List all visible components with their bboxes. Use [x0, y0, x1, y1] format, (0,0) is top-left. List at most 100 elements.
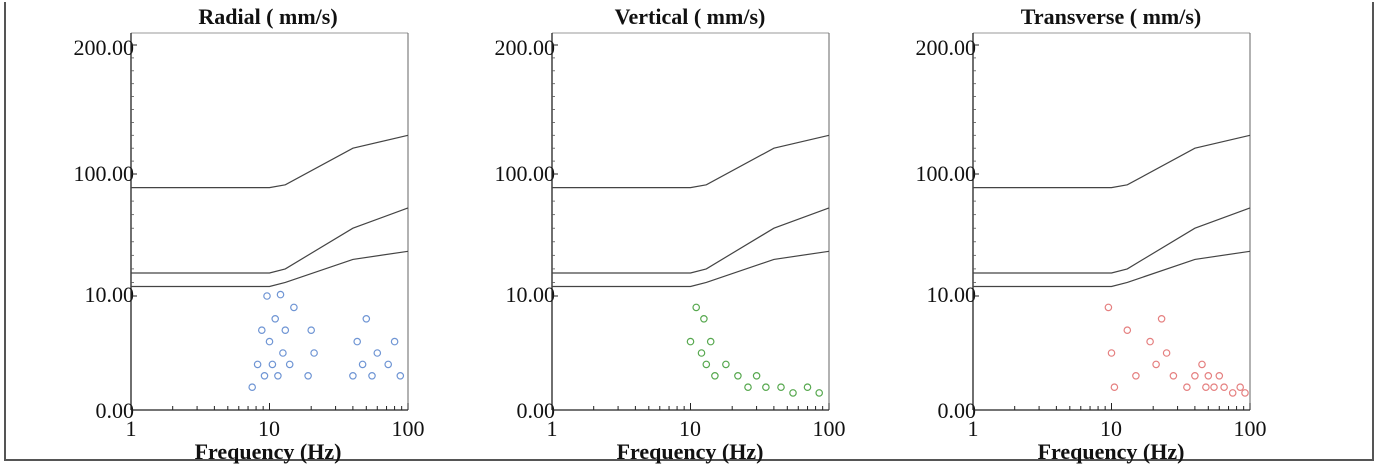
- x-axis-label: Frequency (Hz): [1038, 439, 1185, 464]
- data-point: [285, 360, 294, 369]
- data-point: [752, 371, 761, 380]
- data-point: [1202, 383, 1210, 392]
- y-tick-label: 200.00: [495, 35, 556, 60]
- data-point: [1104, 303, 1113, 312]
- data-point: [1146, 337, 1154, 346]
- limit-curve: [131, 207, 409, 274]
- data-point: [310, 349, 318, 357]
- data-point: [248, 383, 257, 392]
- x-tick-label: 100: [1234, 416, 1267, 441]
- data-point: [304, 371, 312, 380]
- data-point: [702, 360, 711, 369]
- data-point: [789, 389, 797, 397]
- data-point: [1191, 371, 1199, 380]
- limit-curve: [552, 250, 830, 288]
- x-axis-label: Frequency (Hz): [617, 439, 764, 464]
- data-point: [263, 292, 271, 300]
- y-tick-label: 10.00: [927, 282, 977, 307]
- data-point: [1123, 326, 1132, 335]
- data-point: [373, 349, 382, 357]
- limit-curve: [131, 134, 409, 189]
- data-point: [692, 303, 701, 312]
- x-tick-label: 10: [679, 416, 701, 441]
- data-point: [1152, 360, 1160, 369]
- data-point: [353, 337, 362, 346]
- y-tick-label: 0.00: [517, 398, 556, 423]
- x-tick-label: 100: [813, 416, 846, 441]
- limit-curve: [552, 207, 830, 274]
- data-point: [762, 383, 770, 392]
- limit-curve: [973, 207, 1251, 274]
- y-tick-label: 10.00: [506, 282, 556, 307]
- data-point: [368, 371, 376, 380]
- data-point: [281, 326, 290, 335]
- x-tick-label: 1: [547, 416, 558, 441]
- y-tick-label: 200.00: [916, 35, 977, 60]
- data-point: [265, 337, 274, 346]
- panel-transverse: Transverse ( mm/s) Frequency (Hz) 200.00…: [916, 4, 1267, 464]
- chart-title: Vertical ( mm/s): [615, 4, 766, 29]
- data-point: [396, 371, 405, 380]
- data-point: [1228, 389, 1237, 397]
- data-point: [734, 371, 742, 380]
- y-tick-label: 100.00: [74, 161, 135, 186]
- data-point: [1236, 383, 1245, 392]
- x-tick-label: 10: [1100, 416, 1122, 441]
- data-point: [253, 360, 262, 369]
- data-point: [279, 349, 287, 357]
- data-point: [349, 371, 357, 380]
- data-point: [276, 290, 285, 299]
- data-point: [700, 314, 708, 323]
- data-point: [1169, 371, 1178, 380]
- data-point: [1162, 349, 1171, 357]
- x-tick-label: 100: [392, 416, 425, 441]
- data-point: [307, 326, 316, 335]
- chart-title: Transverse ( mm/s): [1021, 4, 1201, 29]
- data-point: [686, 337, 695, 346]
- data-point: [271, 314, 280, 323]
- limit-curve: [973, 250, 1251, 288]
- y-tick-label: 100.00: [916, 161, 977, 186]
- chart-title: Radial ( mm/s): [198, 4, 337, 29]
- data-point: [697, 349, 706, 357]
- data-point: [711, 371, 719, 380]
- data-point: [1183, 383, 1191, 392]
- data-point: [268, 360, 277, 369]
- y-tick-label: 200.00: [74, 35, 135, 60]
- data-point: [390, 337, 399, 346]
- data-point: [274, 371, 282, 380]
- data-point: [1220, 383, 1228, 392]
- data-point: [290, 303, 298, 312]
- y-tick-label: 100.00: [495, 161, 556, 186]
- x-tick-label: 10: [258, 416, 280, 441]
- data-point: [777, 383, 785, 392]
- x-tick-label: 1: [968, 416, 979, 441]
- y-tick-label: 0.00: [96, 398, 135, 423]
- y-tick-label: 0.00: [938, 398, 977, 423]
- limit-curve: [131, 250, 409, 288]
- chart-frame: [4, 2, 1374, 461]
- data-point: [1198, 360, 1206, 369]
- data-point: [1204, 371, 1213, 380]
- data-point: [722, 360, 730, 369]
- data-point: [744, 383, 752, 392]
- data-point: [260, 371, 269, 380]
- data-point: [1241, 389, 1249, 397]
- data-point: [1215, 371, 1224, 380]
- x-tick-label: 1: [126, 416, 137, 441]
- x-axis-label: Frequency (Hz): [195, 439, 342, 464]
- panel-vertical: Vertical ( mm/s) Frequency (Hz) 200.00 1…: [495, 4, 846, 464]
- data-point: [358, 360, 367, 369]
- limit-curve: [973, 134, 1251, 189]
- data-point: [706, 337, 715, 346]
- data-point: [257, 326, 266, 335]
- data-point: [1132, 371, 1140, 380]
- data-point: [1157, 314, 1166, 323]
- data-point: [803, 383, 812, 392]
- data-point: [815, 389, 824, 397]
- data-point: [362, 314, 371, 323]
- y-tick-label: 10.00: [85, 282, 135, 307]
- data-point: [1210, 383, 1218, 392]
- data-point: [1110, 383, 1119, 392]
